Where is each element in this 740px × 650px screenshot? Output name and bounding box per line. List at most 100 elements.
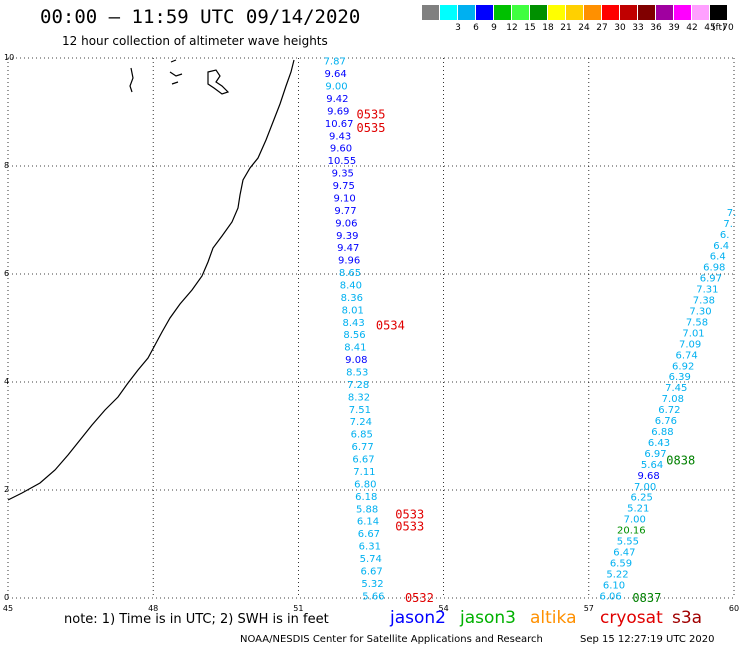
lon-tick-label: 57 bbox=[584, 604, 594, 613]
wave-height-value: 10.55 bbox=[328, 156, 357, 167]
wave-height-value: 6.85 bbox=[351, 430, 373, 441]
wave-height-value: 6.67 bbox=[360, 566, 382, 577]
wave-height-value: 20.16 bbox=[617, 526, 646, 537]
lat-tick-label: 0 bbox=[4, 593, 9, 602]
lon-tick-label: 51 bbox=[293, 604, 303, 613]
wave-height-value: 7.58 bbox=[686, 317, 708, 328]
wave-height-value: 7.28 bbox=[347, 380, 369, 391]
wave-height-value: 7.08 bbox=[662, 394, 684, 405]
wave-height-value: 6.72 bbox=[658, 405, 680, 416]
wave-height-value: 9.43 bbox=[329, 131, 351, 142]
coastline bbox=[7, 59, 295, 501]
wave-height-value: 6.06 bbox=[599, 591, 621, 602]
wave-height-value: 5.66 bbox=[362, 591, 384, 602]
satellite-name-jason3: jason3 bbox=[460, 608, 516, 628]
color-scale-label: 45 bbox=[704, 23, 716, 33]
color-scale-label: 12 bbox=[506, 23, 518, 33]
color-scale-swatch bbox=[494, 5, 511, 20]
map-subtitle: 12 hour collection of altimeter wave hei… bbox=[62, 34, 328, 48]
wave-height-value: 6.39 bbox=[669, 372, 691, 383]
wave-height-value: 5.22 bbox=[606, 569, 628, 580]
wave-height-value: 6.98 bbox=[703, 263, 725, 274]
wave-height-value: 6.47 bbox=[613, 547, 635, 558]
wave-height-value: 7.24 bbox=[350, 417, 372, 428]
credit-text: NOAA/NESDIS Center for Satellite Applica… bbox=[240, 634, 543, 645]
lon-tick-label: 45 bbox=[3, 604, 13, 613]
wave-height-value: 5.88 bbox=[356, 504, 378, 515]
wave-height-value: 6.4 bbox=[710, 252, 726, 263]
wave-height-value: 9.64 bbox=[324, 69, 346, 80]
wave-height-value: 6.43 bbox=[648, 438, 670, 449]
lat-tick-label: 4 bbox=[4, 377, 9, 386]
wave-height-value: 5.55 bbox=[617, 537, 639, 548]
color-scale-label: 33 bbox=[632, 23, 644, 33]
color-scale-label: 6 bbox=[473, 23, 479, 33]
color-scale-label: 21 bbox=[560, 23, 572, 33]
wave-height-value: 9.60 bbox=[330, 144, 352, 155]
color-scale-swatch bbox=[548, 5, 565, 20]
wave-height-value: 7.00 bbox=[634, 482, 656, 493]
pass-time-label: 0535 bbox=[357, 121, 386, 135]
wave-height-value: 9.35 bbox=[332, 169, 354, 180]
wave-height-value: 6.25 bbox=[631, 493, 653, 504]
color-scale-swatch bbox=[458, 5, 475, 20]
satellite-name-altika: altika bbox=[530, 608, 577, 628]
wave-height-value: 7.87 bbox=[324, 57, 346, 68]
color-scale-swatch bbox=[476, 5, 493, 20]
color-scale-swatch bbox=[674, 5, 691, 20]
wave-height-value: 8.01 bbox=[342, 305, 364, 316]
color-scale-label: 18 bbox=[542, 23, 554, 33]
color-scale-label: 24 bbox=[578, 23, 590, 33]
lon-tick-label: 48 bbox=[148, 604, 158, 613]
pass-time-label: 0838 bbox=[666, 453, 695, 467]
wave-height-value: 7.38 bbox=[693, 296, 715, 307]
island-2 bbox=[169, 59, 183, 85]
wave-height-value: 6.18 bbox=[355, 492, 377, 503]
pass-time-label: 0837 bbox=[632, 591, 661, 605]
wave-height-value: 9.68 bbox=[637, 471, 659, 482]
wave-height-value: 7.30 bbox=[689, 306, 711, 317]
color-scale-swatch bbox=[584, 5, 601, 20]
wave-height-value: 9.69 bbox=[327, 106, 349, 117]
wave-height-value: 9.47 bbox=[337, 243, 359, 254]
pass-time-label: 0534 bbox=[376, 318, 405, 332]
wave-height-value: 8.40 bbox=[340, 280, 362, 291]
wave-height-value: 6.67 bbox=[358, 529, 380, 540]
color-scale-swatch bbox=[710, 5, 727, 20]
wave-height-value: 7.09 bbox=[679, 339, 701, 350]
wave-height-value: 7. bbox=[727, 208, 737, 219]
color-scale-swatch bbox=[530, 5, 547, 20]
wave-height-value: 9.00 bbox=[325, 82, 347, 93]
wave-height-value: 7.11 bbox=[353, 467, 375, 478]
wave-height-value: 6.67 bbox=[352, 455, 374, 466]
wave-height-value: 6.92 bbox=[672, 361, 694, 372]
color-scale-label: 3 bbox=[455, 23, 461, 33]
color-scale-swatch bbox=[440, 5, 457, 20]
pass-time-label: 0533 bbox=[395, 507, 424, 521]
wave-height-value: 6.4 bbox=[713, 241, 729, 252]
wave-height-value: 6.10 bbox=[603, 580, 625, 591]
color-scale-swatch bbox=[422, 5, 439, 20]
color-scale-label: 15 bbox=[524, 23, 536, 33]
wave-height-value: 6.74 bbox=[676, 350, 698, 361]
wave-height-value: 9.75 bbox=[333, 181, 355, 192]
color-scale-label: 30 bbox=[614, 23, 626, 33]
wave-height-value: 8.36 bbox=[341, 293, 363, 304]
wave-height-value: 7.01 bbox=[682, 328, 704, 339]
wave-height-value: 9.08 bbox=[345, 355, 367, 366]
wave-height-value: 5.32 bbox=[361, 579, 383, 590]
wave-height-value: 7.31 bbox=[696, 285, 718, 296]
color-scale-unit: (ft) bbox=[712, 23, 726, 33]
wave-height-value: 8.56 bbox=[343, 330, 365, 341]
footer-note: note: 1) Time is in UTC; 2) SWH is in fe… bbox=[64, 612, 329, 627]
wave-height-value: 6. bbox=[720, 230, 730, 241]
color-scale-swatch bbox=[656, 5, 673, 20]
wave-height-value: 6.77 bbox=[351, 442, 373, 453]
lat-tick-label: 6 bbox=[4, 269, 9, 278]
wave-height-value: 8.65 bbox=[339, 268, 361, 279]
wave-height-value: 6.88 bbox=[651, 427, 673, 438]
color-scale-swatch bbox=[620, 5, 637, 20]
